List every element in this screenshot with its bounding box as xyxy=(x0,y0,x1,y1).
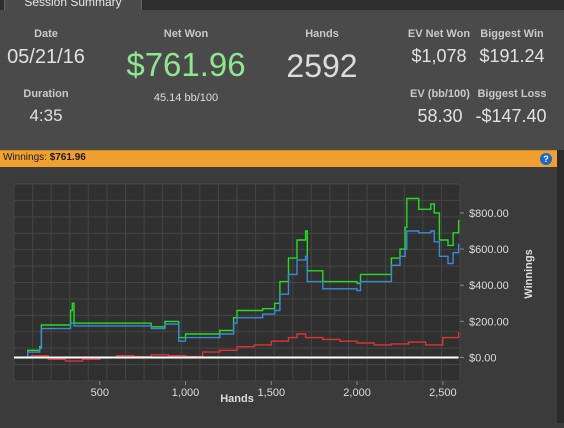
tab-bar: Session Summary xyxy=(0,0,564,10)
series-line-ev xyxy=(14,230,460,359)
help-icon[interactable]: ? xyxy=(540,153,552,165)
y-tick-label: $0.00 xyxy=(469,353,497,365)
biggest-loss-value: -$147.40 xyxy=(475,106,547,126)
hands-value: 2592 xyxy=(286,48,358,84)
date-label: Date xyxy=(34,28,58,40)
net-won-bb-per-100: 45.14 bb/100 xyxy=(153,92,219,104)
hands-label: Hands xyxy=(305,28,339,40)
y-tick-label: $400.00 xyxy=(469,280,509,292)
y-tick-label: $600.00 xyxy=(469,244,509,256)
y-tick-label: $800.00 xyxy=(469,208,509,220)
x-tick-label: 500 xyxy=(91,387,109,399)
winnings-bar-value: $761.96 xyxy=(49,152,86,163)
biggest-loss-label: Biggest Loss xyxy=(477,88,547,100)
net-won-value: $761.96 xyxy=(126,46,246,83)
winnings-bar-text: Winnings: $761.96 xyxy=(3,152,86,163)
winnings-graph: 500 1,000 1,500 2,000 2,500 $0.00 $200.00 $400… xyxy=(13,183,535,405)
ev-bb-value: 58.30 xyxy=(417,106,463,126)
scrollbar[interactable] xyxy=(557,150,564,423)
ev-bb-label: EV (bb/100) xyxy=(410,88,470,100)
winnings-bar-label: Winnings: xyxy=(3,152,47,163)
duration-label: Duration xyxy=(23,88,69,100)
x-axis-label: Hands xyxy=(220,393,254,405)
y-axis-label: Winnings xyxy=(523,249,535,298)
net-won-label: Net Won xyxy=(163,28,209,40)
biggest-win-value: $191.24 xyxy=(479,46,545,66)
winnings-chart-area: 500 1,000 1,500 2,000 2,500 $0.00 $200.00 $400… xyxy=(0,168,557,423)
x-tick-label: 1,000 xyxy=(172,387,200,399)
duration-value: 4:35 xyxy=(29,106,63,125)
session-summary-panel: Date 05/21/16 Duration 4:35 Net Won $761… xyxy=(0,10,564,150)
biggest-win-label: Biggest Win xyxy=(480,28,544,40)
x-tick-label: 1,500 xyxy=(258,387,286,399)
ev-net-won-label: EV Net Won xyxy=(407,28,471,40)
date-value: 05/21/16 xyxy=(7,46,85,68)
winnings-bar: Winnings: $761.96 ? xyxy=(0,150,557,167)
x-tick-label: 2,500 xyxy=(429,387,457,399)
tab-session-summary[interactable]: Session Summary xyxy=(4,0,142,10)
ev-net-won-value: $1,078 xyxy=(411,46,467,66)
y-tick-label: $200.00 xyxy=(469,316,509,328)
x-tick-label: 2,000 xyxy=(343,387,371,399)
series-line-showdown xyxy=(14,332,460,362)
